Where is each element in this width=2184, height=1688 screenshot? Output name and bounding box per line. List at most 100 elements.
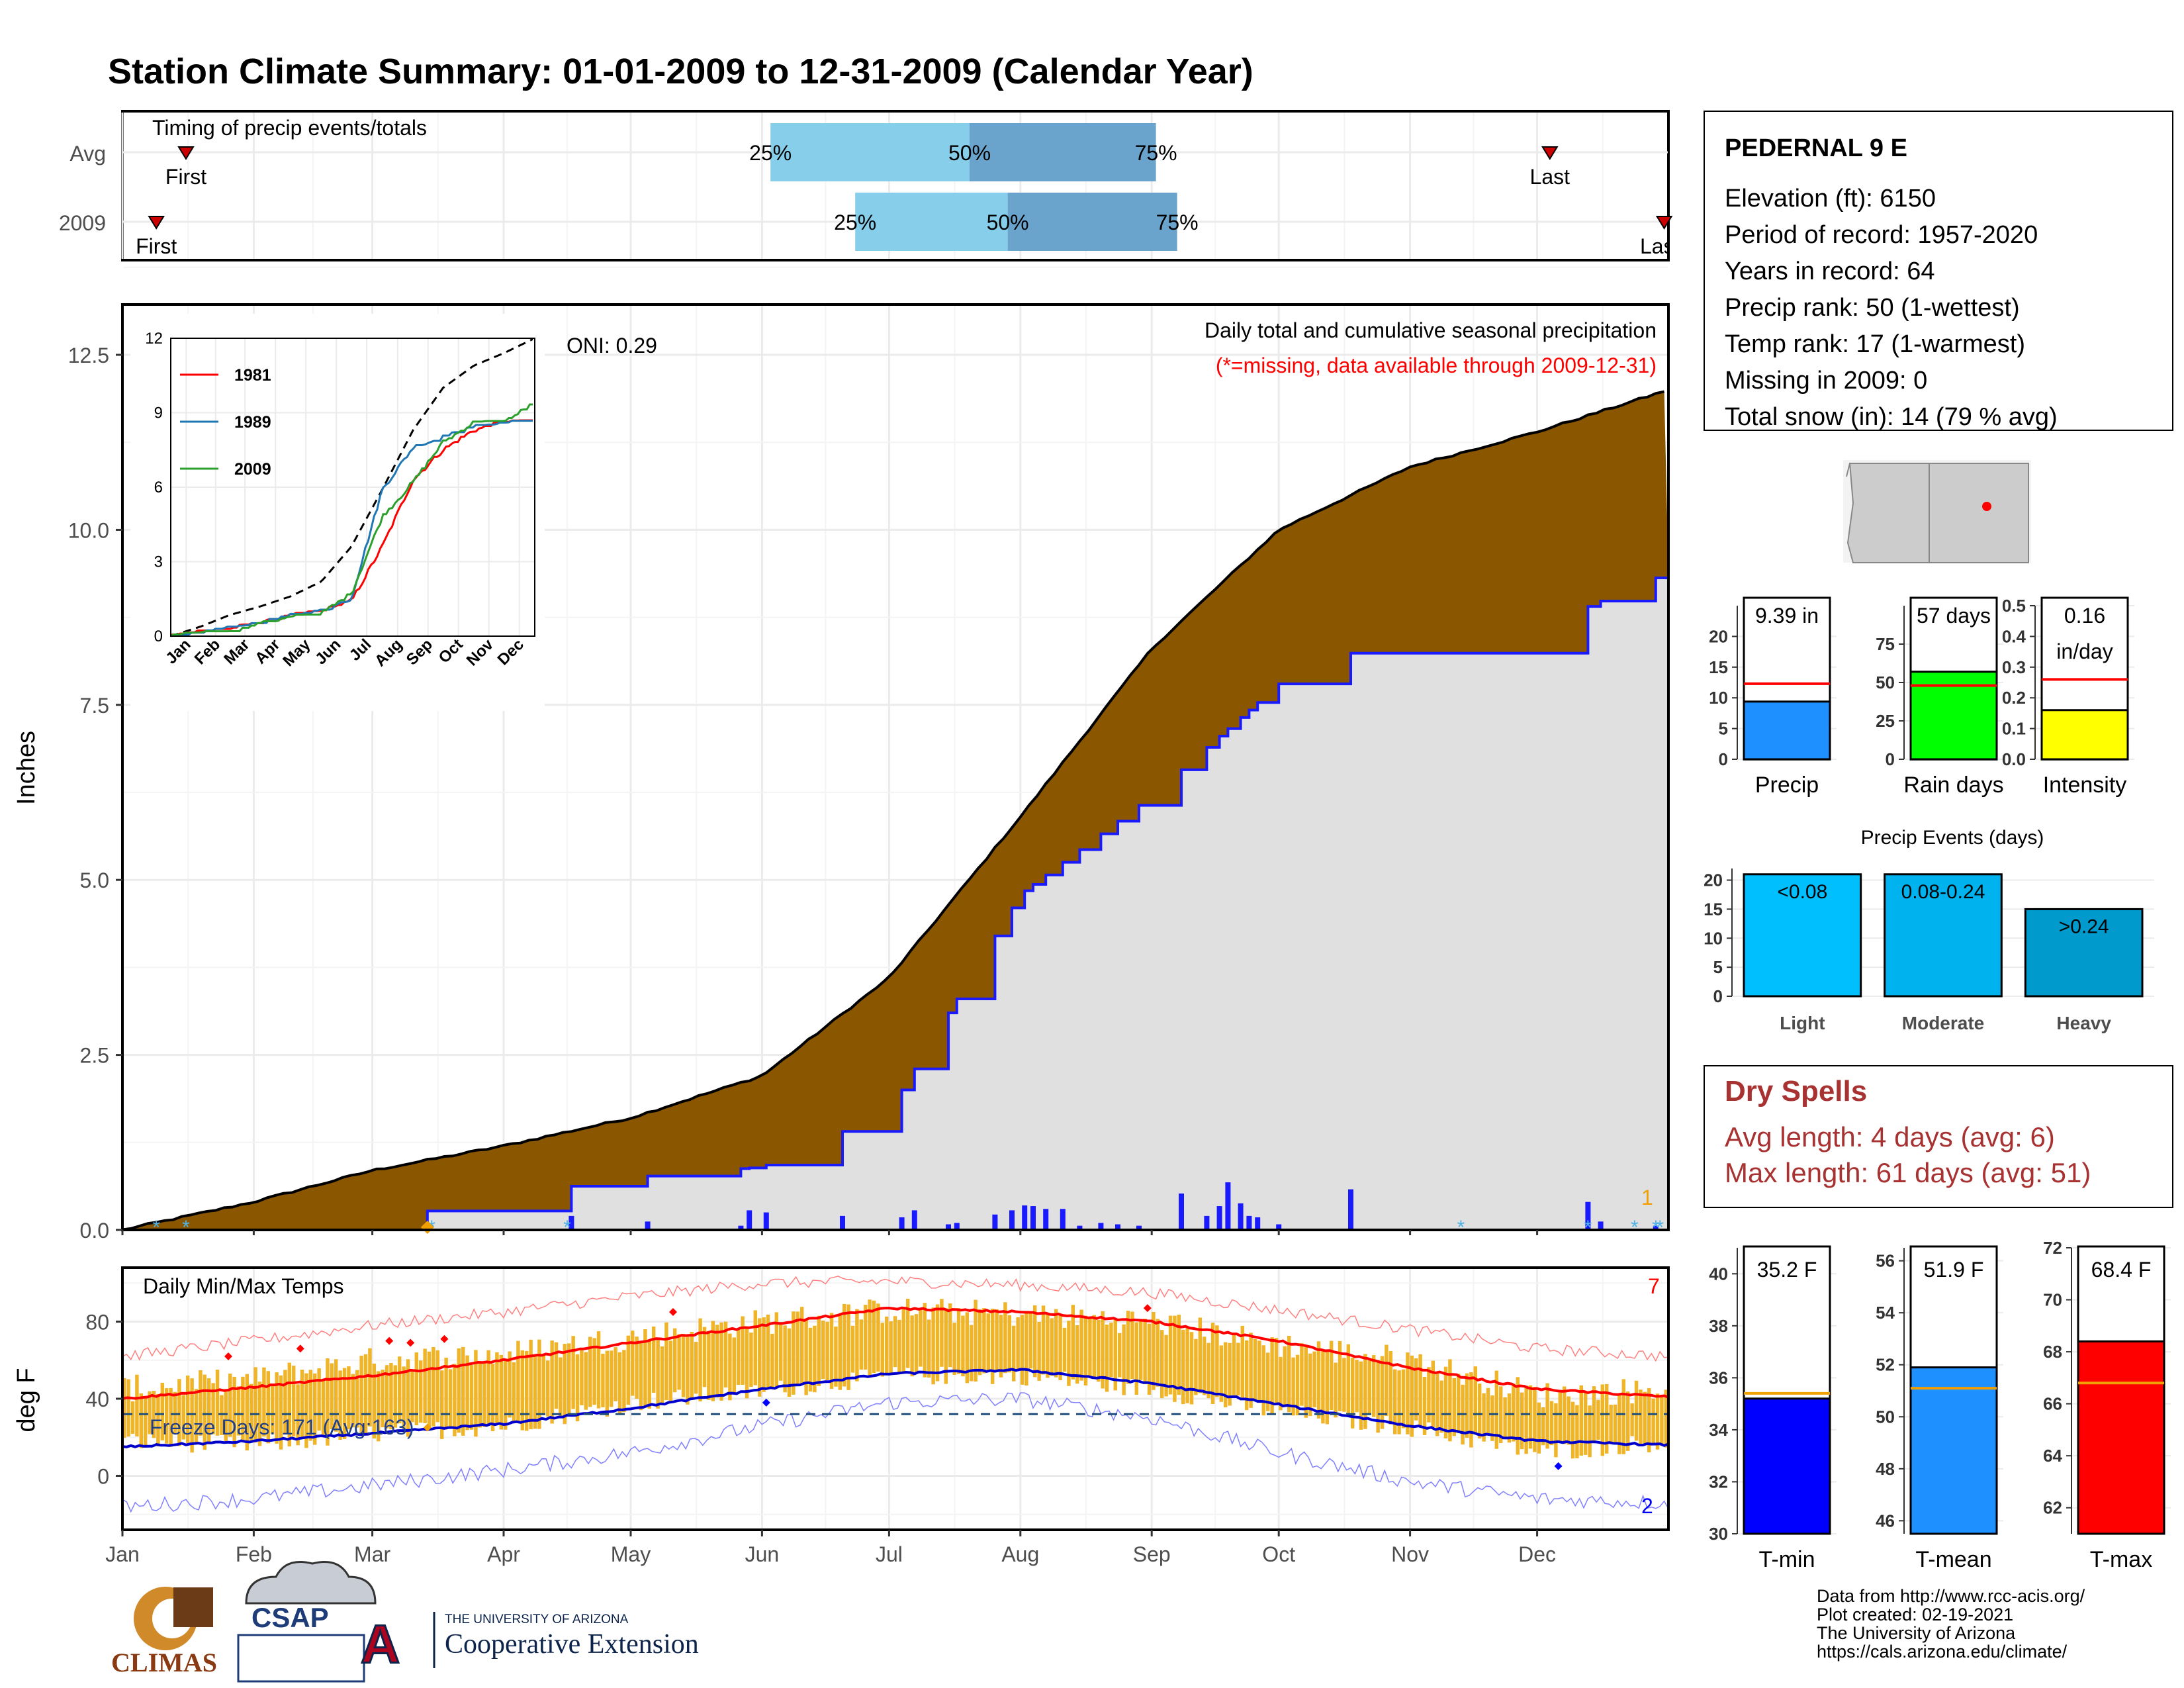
month-label: Apr [487,1542,520,1566]
daily-temp-bars [122,1298,1668,1459]
daily-temp-bar [406,1359,410,1437]
daily-temp-bar [215,1370,220,1436]
timing-bars: 25% 50% 75% First Last 25% 50% 75% First Last [136,123,1673,258]
daily-temp-bar [1164,1335,1168,1397]
daily-temp-bar [427,1351,432,1430]
daily-temp-bar [398,1356,402,1424]
mini-bar-unit-label: in/day [2056,639,2113,663]
events-tick-label: 15 [1704,899,1723,919]
location-map [1843,460,2031,563]
inset-line-1989 [170,420,533,637]
daily-temp-bar [1203,1336,1206,1395]
daily-temp-bar [541,1354,546,1416]
daily-temp-bar [1139,1319,1143,1380]
daily-temp-bar [444,1358,448,1430]
daily-temp-bar [377,1371,381,1442]
daily-temp-bar [283,1370,287,1434]
daily-temp-bar [1075,1325,1079,1384]
daily-temp-bar [177,1379,181,1446]
daily-temp-bar [1410,1355,1414,1437]
temp-bar-value [2077,1340,2165,1535]
daily-temp-bar [1308,1353,1312,1417]
temp-bar-tick-label: 30 [1709,1524,1728,1544]
daily-temp-bar [1210,1323,1215,1404]
mini-bar-tick-label: 0.5 [2002,596,2026,616]
temp-bar-value [1743,1397,1831,1535]
daily-precip-bar [1030,1206,1036,1230]
month-label: Feb [236,1542,272,1566]
daily-precip-bar [946,1224,951,1230]
daily-temp-bar [122,1378,126,1438]
daily-precip-bars: ********* [152,1182,1664,1239]
daily-precip-bar [899,1217,905,1230]
daily-temp-bar [1418,1354,1422,1427]
inset-y-tick-label: 12 [145,330,163,348]
daily-temp-bar [723,1321,728,1388]
last-event-marker-icon [1541,146,1559,160]
daily-temp-bar [1639,1389,1643,1446]
daily-temp-bar [359,1356,363,1434]
mini-bar-name: Precip [1755,773,1819,798]
month-label: Dec [1518,1542,1556,1566]
daily-temp-bar [1270,1337,1274,1415]
daily-temp-bar [287,1362,292,1447]
daily-temp-bar [317,1368,321,1431]
daily-temp-bar [855,1309,859,1382]
daily-temp-bar [186,1376,190,1443]
daily-temp-bar [152,1391,156,1438]
climas-logo-block [173,1587,213,1627]
daily-temp-bar [1494,1370,1499,1449]
record-min-line [122,1392,1669,1513]
daily-precip-bar [569,1215,574,1230]
month-label: Mar [354,1542,390,1566]
timing-q50-label: 50% [987,211,1029,234]
daily-temp-bar [995,1309,999,1373]
daily-temp-bar [1316,1341,1321,1419]
daily-temp-bar [1579,1385,1584,1456]
daily-temp-bar [910,1315,914,1377]
daily-temp-bar [279,1375,283,1450]
daily-temp-bar [919,1308,923,1367]
daily-temp-bar [1643,1391,1647,1445]
mini-bar-tick-label: 0 [1886,749,1895,769]
daily-temp-bar [1173,1315,1177,1402]
daily-temp-bar [245,1374,250,1451]
daily-temp-bar [965,1312,970,1383]
events-bar-label: <0.08 [1777,881,1827,903]
footer-credit-line: https://cals.arizona.edu/climate/ [1817,1642,2068,1662]
precip-summary-bars: 0 5 10 15 20 9.39 in Precip 0 25 50 75 57 days Rain … [1709,596,2134,798]
station-detail-line: Temp rank: 17 (1-warmest) [1725,330,2025,358]
daily-temp-bar [1228,1342,1232,1406]
daily-temp-bar [1342,1358,1346,1412]
inset-y-tick-label: 9 [154,404,163,422]
daily-temp-bar [1185,1327,1189,1403]
daily-temp-bar [1219,1345,1224,1402]
daily-temp-bar [1452,1378,1457,1436]
daily-temp-bar [1321,1351,1325,1424]
precip-y-tick-label: 0.0 [80,1219,109,1243]
daily-temp-bar [1079,1309,1083,1381]
month-label: Sep [1133,1542,1171,1566]
daily-temp-bar [1028,1313,1033,1369]
temp-panel-label: Daily Min/Max Temps [143,1274,343,1298]
daily-temp-bar [1621,1379,1626,1454]
daily-temp-bar [1283,1346,1287,1407]
daily-temp-bar [1300,1343,1304,1406]
daily-temp-bar [1414,1358,1418,1421]
inset-grid [171,338,535,637]
daily-temp-bar [1003,1302,1007,1374]
timing-q75-label: 75% [1156,211,1199,234]
daily-temp-bar [893,1316,897,1368]
daily-temp-bar [1334,1362,1338,1418]
temp-bar-value-label: 51.9 F [1924,1258,1984,1282]
first-event-label: First [165,165,206,189]
daily-temp-bar [126,1379,130,1437]
daily-temp-bar [737,1330,741,1385]
daily-temp-bar [1486,1387,1490,1436]
timing-q25-q50-bar [855,193,1008,251]
mini-bar-value [2040,709,2129,761]
record-high-marker-icon [406,1338,415,1347]
station-info-frame [1704,111,2173,431]
daily-temp-bar [266,1371,271,1444]
record-high-marker-icon [669,1307,677,1316]
